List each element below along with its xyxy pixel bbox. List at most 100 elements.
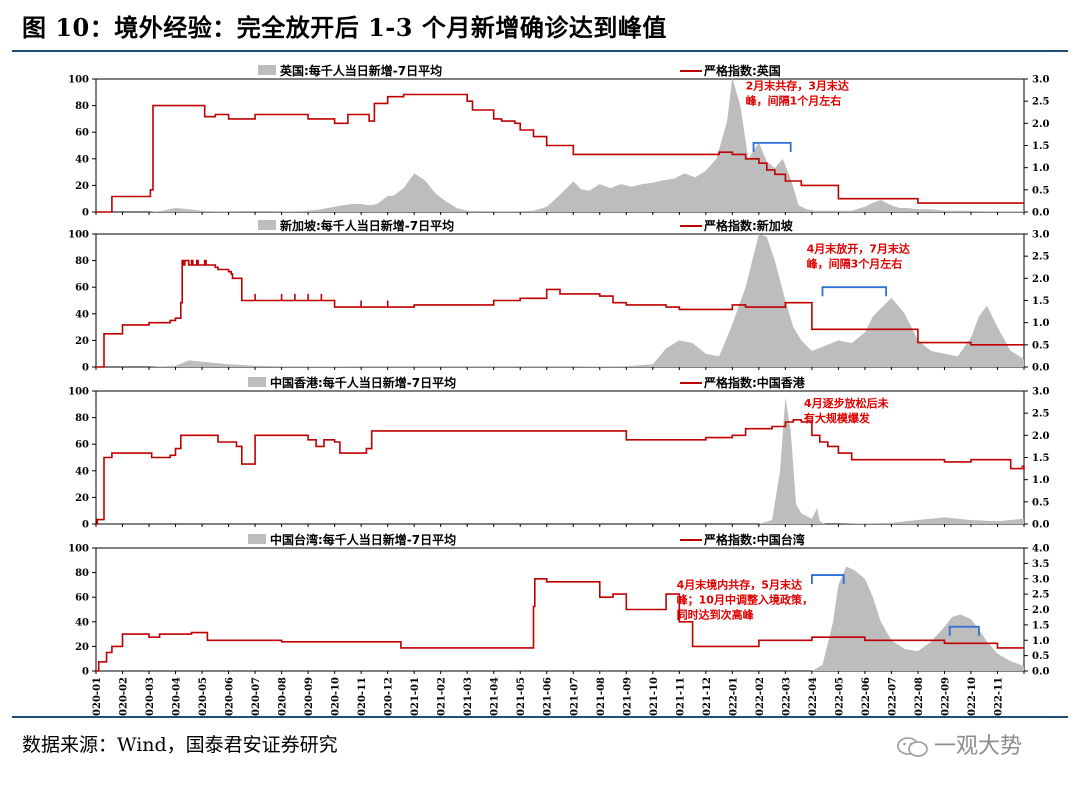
y2-tick-label: 1.0	[1032, 163, 1049, 174]
legend-label-line: 严格指数:中国香港	[703, 375, 806, 390]
y2-tick-label: 1.5	[1032, 620, 1049, 631]
x-tick-label: 2022-04	[808, 677, 819, 716]
y2-tick-label: 2.0	[1032, 605, 1049, 616]
y2-tick-label: 3.5	[1032, 559, 1049, 570]
x-tick-label: 2020-09	[304, 677, 315, 716]
y-tick-label: 40	[75, 154, 89, 165]
legend-label-area: 新加坡:每千人当日新增-7日平均	[280, 218, 454, 233]
annotation-text: 峰；10月中调整入境政策，	[677, 593, 813, 607]
legend-swatch-area	[248, 377, 266, 387]
x-tick-label: 2021-04	[490, 677, 501, 716]
x-tick-label: 2020-06	[225, 677, 236, 716]
legend-label-line: 严格指数:新加坡	[703, 218, 794, 233]
legend-swatch-area	[248, 534, 266, 544]
wechat-icon	[897, 737, 928, 757]
y2-tick-label: 0.5	[1032, 497, 1049, 508]
interval-bracket	[821, 286, 888, 297]
y-tick-label: 60	[75, 283, 89, 294]
x-tick-label: 2021-02	[437, 677, 448, 716]
x-tick-label: 2021-11	[675, 677, 686, 716]
y-tick-label: 20	[75, 336, 89, 347]
x-tick-label: 2022-08	[914, 677, 925, 716]
x-tick-label: 2020-05	[198, 677, 209, 716]
y2-tick-label: 3.0	[1032, 387, 1049, 398]
interval-bracket	[752, 141, 792, 152]
area-series-cases	[96, 234, 1024, 367]
x-tick-label: 2020-08	[278, 677, 289, 716]
x-tick-label: 2021-06	[543, 677, 554, 716]
x-tick-label: 2020-10	[331, 677, 342, 716]
y2-tick-label: 1.0	[1032, 636, 1049, 647]
y2-tick-label: 2.5	[1032, 97, 1049, 108]
y-tick-label: 80	[75, 568, 89, 579]
legend-label-area: 中国香港:每千人当日新增-7日平均	[270, 375, 456, 390]
y2-tick-label: 1.0	[1032, 475, 1049, 486]
y2-tick-label: 0.0	[1032, 208, 1049, 219]
interval-bracket	[948, 625, 980, 636]
y-tick-label: 40	[75, 617, 89, 628]
annotation-text: 有大规模爆发	[804, 411, 871, 425]
x-tick-label: 2020-03	[145, 677, 156, 716]
x-tick-label: 2020-11	[357, 677, 368, 716]
y2-tick-label: 3.0	[1032, 75, 1049, 86]
area-series-cases	[96, 397, 1024, 524]
x-tick-label: 2022-09	[940, 677, 951, 716]
x-tick-label: 2021-10	[649, 677, 660, 716]
y-tick-label: 80	[75, 413, 89, 424]
x-tick-label: 2022-02	[755, 677, 766, 716]
y2-tick-label: 2.5	[1032, 590, 1049, 601]
y-tick-label: 80	[75, 101, 89, 112]
area-series-cases	[96, 566, 1024, 671]
interval-bracket	[810, 574, 845, 585]
y-tick-label: 40	[75, 466, 89, 477]
y-tick-label: 0	[82, 208, 89, 219]
y-tick-label: 80	[75, 256, 89, 267]
x-tick-label: 2020-01	[92, 677, 103, 716]
annotation-text: 峰，间隔3个月左右	[807, 257, 903, 271]
y2-tick-label: 1.5	[1032, 141, 1049, 152]
x-tick-label: 2020-07	[251, 677, 262, 716]
legend-swatch-area	[258, 220, 276, 230]
x-tick-label: 2022-03	[781, 677, 792, 716]
y2-tick-label: 0.5	[1032, 185, 1049, 196]
panel-1: 0 20 40 60 80 100 0.0 0.5 1.0 1.5 2.0 2.5 3.0 英国:每千人当…	[68, 63, 1049, 219]
x-tick-label: 2021-01	[410, 677, 421, 716]
annotation-text: 2月末共存，3月末达	[746, 79, 849, 93]
y2-tick-label: 0.0	[1032, 667, 1049, 678]
y2-tick-label: 1.0	[1032, 318, 1049, 329]
x-tick-label: 2021-12	[702, 677, 713, 716]
annotation-text: 4月末放开，7月末达	[807, 242, 910, 256]
x-tick-label: 2021-03	[463, 677, 474, 716]
line-series-stringency	[96, 419, 1025, 525]
x-tick-label: 2021-05	[516, 677, 527, 716]
y2-tick-label: 4.0	[1032, 544, 1049, 555]
x-tick-label: 2021-07	[569, 677, 580, 716]
annotation-text: 4月末境内共存，5月末达	[677, 578, 802, 592]
line-series-stringency	[96, 93, 1024, 213]
y-tick-label: 60	[75, 128, 89, 139]
y-tick-label: 100	[68, 75, 89, 86]
y2-tick-label: 2.0	[1032, 431, 1049, 442]
legend-swatch-area	[258, 65, 276, 75]
watermark: 一观大势	[896, 728, 1022, 760]
y-tick-label: 0	[82, 520, 89, 531]
y2-tick-label: 1.5	[1032, 296, 1049, 307]
y2-tick-label: 0.5	[1032, 651, 1049, 662]
y-tick-label: 20	[75, 493, 89, 504]
y-tick-label: 100	[68, 230, 89, 241]
annotation-text: 峰，间隔1个月左右	[746, 94, 842, 108]
x-tick-label: 2022-11	[993, 677, 1004, 716]
plot-frame	[95, 390, 1025, 525]
y2-tick-label: 0.0	[1032, 363, 1049, 374]
y2-tick-label: 1.5	[1032, 453, 1049, 464]
y-tick-label: 40	[75, 309, 89, 320]
x-tick-label: 2020-02	[119, 677, 130, 716]
legend-label-line: 严格指数:中国台湾	[703, 532, 805, 547]
legend-label-area: 英国:每千人当日新增-7日平均	[280, 63, 442, 78]
source-note: 数据来源：Wind，国泰君安证券研究	[22, 734, 338, 756]
x-tick-label: 2022-10	[967, 677, 978, 716]
watermark-text: 一观大势	[934, 734, 1023, 759]
y2-tick-label: 3.0	[1032, 574, 1049, 585]
y2-tick-label: 2.0	[1032, 274, 1049, 285]
y-tick-label: 100	[68, 387, 89, 398]
